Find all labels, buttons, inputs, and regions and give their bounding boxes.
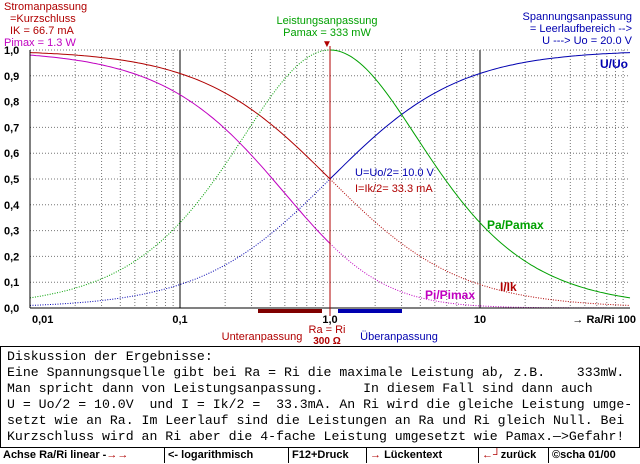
cloze-button[interactable]: → Lückentext: [367, 448, 479, 463]
chart-axes: 0,0 0,1 0,2 0,3 0,4 0,5 0,6 0,7 0,8 0,9 1,0 0,01 0,1…: [4, 45, 630, 326]
arrow-right-icon: →: [117, 449, 129, 461]
y-tick-label: 0,3: [4, 226, 19, 238]
log-axis-button[interactable]: <- logarithmisch: [165, 448, 289, 463]
series-line: [329, 178, 631, 306]
y-tick-label: 0,7: [4, 122, 19, 134]
copyright: ©scha 01/00: [549, 448, 640, 463]
ueberanpassung-bar: [338, 309, 402, 313]
chart-series: [29, 49, 631, 309]
i-half-annotation: I=Ik/2= 33.3 mA: [355, 183, 433, 195]
text-line: setzt wie an Ra. Im Leerlauf sind die Le…: [7, 413, 625, 428]
y-tick-label: 0,4: [4, 200, 20, 212]
series-line: [29, 54, 331, 244]
text-line: Man spricht dann von Leistungsanpassung.…: [7, 381, 593, 396]
u-half-annotation: U=Uo/2= 10.0 V: [355, 167, 435, 179]
back-label: zurück: [500, 449, 537, 461]
chart: 0,0 0,1 0,2 0,3 0,4 0,5 0,6 0,7 0,8 0,9 1,0 0,01 0,1…: [4, 1, 636, 345]
leistung-title: Leistungsanpassung: [277, 15, 378, 27]
ohm-label: 300 Ω: [313, 336, 340, 345]
text-line: U = Uo/2 = 10.0V und I = Ik/2 = 33.3mA. …: [7, 397, 633, 412]
enter-icon: ←┘: [482, 449, 501, 461]
arrow-right-icon: →: [106, 449, 118, 461]
unteranpassung-label: Unteranpassung: [222, 331, 303, 343]
label-u-uo: U/Uo: [600, 57, 628, 71]
y-tick-label: 1,0: [4, 45, 19, 57]
x-tick-label: 10: [474, 314, 486, 326]
pimax-value: Pimax = 1.3 W: [4, 37, 76, 49]
y-tick-label: 0,2: [4, 251, 19, 263]
status-bar: Achse Ra/Ri linear -→→ <- logarithmisch …: [0, 447, 640, 464]
y-tick-label: 0,9: [4, 71, 19, 83]
series-line: [329, 52, 631, 180]
strom-title: Stromanpassung: [4, 1, 87, 13]
arrow-right-icon: →: [370, 449, 381, 461]
series-line: [329, 243, 630, 309]
ik-value: IK = 66.7 mA: [10, 25, 75, 37]
text-line: Kurzschluss wird an Ri aber die 4-fache …: [7, 429, 625, 444]
back-button[interactable]: ←┘zurück: [479, 448, 549, 463]
x-axis-label: → Ra/Ri 100: [572, 314, 636, 326]
y-tick-label: 0,1: [4, 277, 19, 289]
y-tick-label: 0,5: [4, 174, 19, 186]
strom-sub: =Kurzschluss: [10, 13, 76, 25]
x-tick-label: 1,0: [322, 314, 337, 326]
spannung-title: Spannungsanpassung: [523, 11, 632, 23]
y-tick-label: 0,0: [4, 303, 19, 315]
linear-axis-button[interactable]: Achse Ra/Ri linear -→→: [0, 448, 165, 463]
cloze-label: Lückentext: [384, 449, 443, 461]
discussion-panel: Diskussion der Ergebnisse: Eine Spannung…: [0, 346, 640, 447]
print-label: F12+Druck: [292, 449, 349, 461]
series-line: [29, 52, 331, 180]
label-pi-pimax: Pi/Pimax: [425, 288, 475, 302]
text-line: Eine Spannungsquelle gibt bei Ra = Ri di…: [7, 365, 625, 380]
u-uo-range: U ---> Uo = 20.0 V: [542, 35, 633, 47]
copyright-label: ©scha 01/00: [552, 449, 616, 461]
ueberanpassung-label: Überanpassung: [360, 331, 438, 343]
pamax-arrow: ▼: [322, 39, 332, 50]
y-tick-label: 0,6: [4, 148, 19, 160]
y-tick-label: 0,8: [4, 97, 19, 109]
print-button[interactable]: F12+Druck: [289, 448, 367, 463]
series-line: [329, 49, 631, 299]
x-tick-label: 0,1: [172, 314, 187, 326]
series-line: [29, 178, 331, 306]
text-line: Diskussion der Ergebnisse:: [7, 349, 213, 364]
log-axis-label: <- logarithmisch: [168, 449, 254, 461]
unteranpassung-bar: [258, 309, 322, 313]
label-pa-pamax: Pa/Pamax: [487, 218, 544, 232]
linear-axis-label: Achse Ra/Ri linear -: [3, 449, 107, 461]
spannung-sub: = Leerlaufbereich -->: [530, 23, 632, 35]
label-i-ik: I/Ik: [500, 280, 517, 294]
ra-ri-label: Ra = Ri: [309, 324, 346, 336]
x-tick-label: 0,01: [32, 314, 53, 326]
pamax-value: Pamax = 333 mW: [283, 27, 371, 39]
